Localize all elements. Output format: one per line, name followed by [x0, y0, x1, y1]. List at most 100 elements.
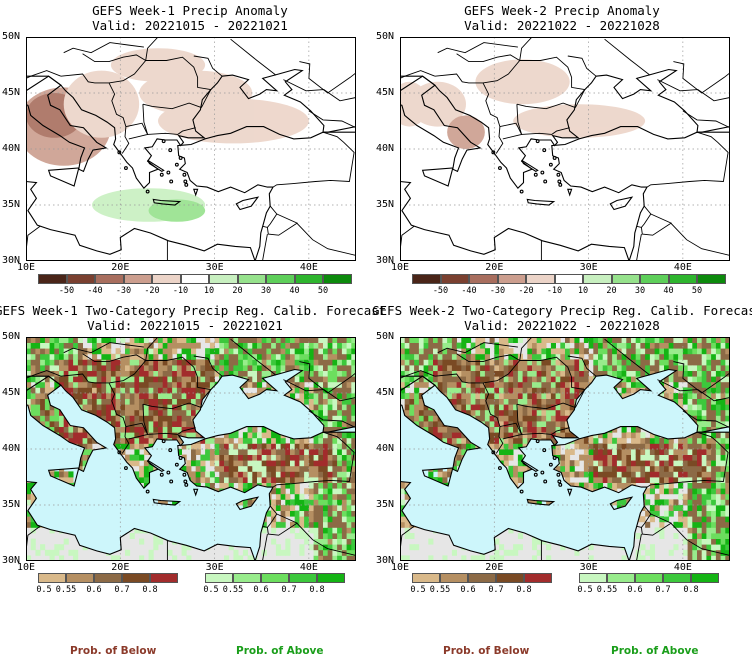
colorbar-swatch [205, 573, 233, 583]
lat-tick-label: 40N [376, 143, 395, 154]
lat-tick-label: 50N [2, 31, 21, 42]
colorbar-swatch [635, 573, 663, 583]
map-week2-anomaly [400, 37, 730, 261]
lat-tick-label: 30N [376, 255, 395, 266]
colorbar-swatch [289, 573, 317, 583]
colorbar-tick-label: 0.6 [253, 585, 269, 595]
panel-3-title: GEFS Week-1 Two-Category Precip Reg. Cal… [0, 303, 387, 333]
borders [400, 37, 730, 261]
lon-tick-label: 10E [391, 262, 410, 273]
colorbar-swatch [526, 274, 555, 284]
panel-2-title-text: GEFS Week-2 Precip Anomaly [464, 3, 660, 18]
prob-below-label-week1: Prob. of Below [70, 645, 157, 657]
colorbar-swatch [469, 274, 498, 284]
colorbar-swatch [579, 573, 607, 583]
colorbar-swatch [123, 274, 152, 284]
panel-2-valid-dates: Valid: 20221022 - 20221028 [464, 18, 660, 33]
colorbar-swatch [554, 274, 583, 284]
lat-tick-label: 35N [2, 199, 21, 210]
panel-4-title: GEFS Week-2 Two-Category Precip Reg. Cal… [372, 303, 752, 333]
colorbar-tick-label: 0.8 [142, 585, 158, 595]
colorbar-swatch [440, 573, 468, 583]
lat-tick-label: 45N [2, 87, 21, 98]
colorbar-swatch [691, 573, 719, 583]
panel-1-title: GEFS Week-1 Precip Anomaly Valid: 202210… [0, 3, 380, 33]
colorbar-swatch [152, 274, 181, 284]
lat-tick-label: 35N [376, 499, 395, 510]
colorbar-swatch [583, 274, 612, 284]
map-week2-probability [400, 337, 730, 561]
colorbar-swatch [412, 274, 441, 284]
colorbar-tick-label: 50 [691, 286, 703, 296]
lat-tick-label: 45N [376, 87, 395, 98]
panel-4-valid-dates: Valid: 20221022 - 20221028 [464, 318, 660, 333]
colorbar-tick-label: 0.7 [488, 585, 504, 595]
colorbar-swatch [440, 274, 469, 284]
colorbar-swatch [468, 573, 496, 583]
colorbar-swatch [237, 274, 266, 284]
colorbar-swatch [524, 573, 552, 583]
colorbar-tick-label: -30 [489, 286, 506, 296]
colorbar-tick-label: -40 [87, 286, 103, 296]
colorbar-swatch [180, 274, 209, 284]
colorbar-tick-label: 40 [289, 286, 300, 296]
lat-tick-label: 40N [2, 443, 21, 454]
colorbar-tick-label: -50 [432, 286, 449, 296]
colorbar-swatch [266, 274, 295, 284]
prob-above-label-week2: Prob. of Above [611, 645, 699, 657]
panel-1-valid-dates: Valid: 20221015 - 20221021 [92, 18, 288, 33]
colorbar-tick-label: -30 [115, 286, 132, 296]
lat-tick-label: 50N [2, 331, 21, 342]
colorbar-tick-label: 0.55 [429, 585, 451, 595]
lon-tick-label: 20E [485, 562, 504, 573]
lat-tick-label: 45N [376, 387, 395, 398]
lon-tick-label: 10E [17, 562, 36, 573]
lat-tick-label: 50N [376, 31, 395, 42]
colorbar-tick-label: 0.7 [114, 585, 130, 595]
colorbar-swatch [663, 573, 691, 583]
lat-tick-label: 30N [2, 555, 21, 566]
lat-tick-label: 40N [376, 443, 395, 454]
colorbar-swatch [66, 573, 94, 583]
colorbar-tick-label: -10 [546, 286, 563, 296]
colorbar-swatch [412, 573, 440, 583]
colorbar-tick-label: 0.6 [86, 585, 102, 595]
borders [26, 37, 356, 261]
lon-tick-label: 40E [673, 562, 692, 573]
colorbar-swatch [261, 573, 289, 583]
colorbar-swatch [317, 573, 345, 583]
lat-tick-label: 35N [376, 199, 395, 210]
lon-tick-label: 30E [579, 562, 598, 573]
colorbar-tick-label: 0.5 [577, 585, 593, 595]
colorbar-tick-label: 0.6 [460, 585, 476, 595]
lon-tick-label: 20E [111, 562, 130, 573]
borders [26, 337, 356, 561]
borders [400, 337, 730, 561]
lon-tick-label: 20E [485, 262, 504, 273]
colorbar-swatch [122, 573, 150, 583]
colorbar-tick-label: 0.8 [516, 585, 532, 595]
colorbar-tick-label: 10 [577, 286, 589, 296]
colorbar-tick-label: 0.55 [55, 585, 77, 595]
panel-2-title: GEFS Week-2 Precip Anomaly Valid: 202210… [372, 3, 752, 33]
lon-tick-label: 10E [391, 562, 410, 573]
lon-tick-label: 30E [205, 262, 224, 273]
colorbar-tick-label: -10 [172, 286, 189, 296]
colorbar-tick-label: 0.7 [281, 585, 297, 595]
colorbar-swatch [209, 274, 238, 284]
colorbar-tick-label: 0.7 [655, 585, 671, 595]
colorbar-tick-label: -20 [144, 286, 160, 296]
lat-tick-label: 50N [376, 331, 395, 342]
colorbar-tick-label: 30 [260, 286, 272, 296]
colorbar-tick-label: 0.5 [410, 585, 426, 595]
lon-tick-label: 30E [579, 262, 598, 273]
colorbar-swatch [38, 573, 66, 583]
coastlines [26, 37, 356, 261]
lon-tick-label: 30E [205, 562, 224, 573]
lon-tick-label: 40E [299, 562, 318, 573]
panel-3-title-text: GEFS Week-1 Two-Category Precip Reg. Cal… [0, 303, 387, 318]
lat-tick-label: 35N [2, 499, 21, 510]
colorbar-swatch [294, 274, 323, 284]
colorbar-swatch [38, 274, 67, 284]
colorbar-tick-label: 20 [606, 286, 617, 296]
